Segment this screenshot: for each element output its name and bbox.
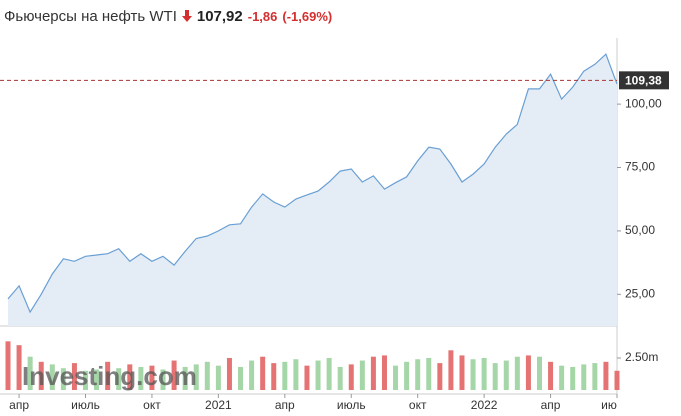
y-tick-label: 50,00 [625, 223, 655, 237]
volume-bar [570, 366, 576, 390]
volume-bar [348, 364, 354, 390]
volume-bar [16, 345, 22, 390]
volume-bar [27, 356, 33, 390]
area [8, 54, 617, 326]
volume-bar [193, 364, 199, 390]
volume-bar [226, 357, 232, 390]
volume-bar [149, 365, 155, 390]
volume-bar [448, 350, 454, 390]
volume-bar [393, 365, 399, 390]
volume-bar [282, 361, 288, 390]
change: -1,86 [247, 8, 278, 24]
volume-bar [315, 360, 321, 390]
x-tick-label: апр [275, 398, 295, 412]
volume-bar [459, 355, 465, 390]
volume-bar [60, 368, 66, 390]
volume-bar [138, 366, 144, 390]
volume-bar [116, 368, 122, 390]
volume-bar [359, 360, 365, 390]
volume-bar [581, 364, 587, 390]
x-tick-label: апр [541, 398, 561, 412]
volume-bar [182, 366, 188, 390]
volume-bar [426, 357, 432, 390]
header: Фьючерсы на нефть WTI 107,92 -1,86 (-1,6… [4, 4, 332, 28]
volume-bar [304, 365, 310, 390]
volume-bar [370, 356, 376, 390]
watermark: Investing.com [22, 361, 197, 391]
x-tick-label: 2022 [471, 398, 498, 412]
volume-bar [381, 355, 387, 390]
volume-bar [127, 364, 133, 390]
title: Фьючерсы на нефть WTI [4, 7, 177, 25]
price-line [7, 53, 618, 314]
x-tick-label: окт [143, 398, 161, 412]
volume-bar [548, 361, 554, 390]
x-tick-label: окт [409, 398, 427, 412]
volume-bar [503, 360, 509, 390]
volume-bar [614, 370, 620, 390]
x-tick-label: июль [71, 398, 100, 412]
volume-bar [404, 361, 410, 390]
y-tick-label: 75,00 [625, 160, 655, 174]
volume-bar [437, 363, 443, 390]
price: 107,92 [196, 7, 243, 25]
volume-bar [481, 357, 487, 390]
volume-bar [171, 360, 177, 390]
volume-tick-label: 2.50m [625, 350, 658, 364]
volume-bar [470, 359, 476, 390]
volume-bar [260, 356, 266, 390]
change-pct: (-1,69%) [282, 8, 333, 24]
x-tick-label: июль [337, 398, 366, 412]
y-tick-label: 100,00 [625, 96, 662, 110]
volume-bar [559, 365, 565, 390]
volume-bar [271, 363, 277, 390]
volume-bar [94, 369, 100, 390]
volume-bar [5, 341, 11, 390]
volume-bar [49, 364, 55, 390]
volume-bar [514, 356, 520, 390]
volume-bar [603, 361, 609, 390]
volume-bar [326, 357, 332, 390]
volume-bar [238, 366, 244, 390]
volume-bar [160, 369, 166, 390]
volume-bar [249, 360, 255, 390]
volume-bar [105, 361, 111, 390]
volume-bar [204, 361, 210, 390]
volume-bar [215, 365, 221, 390]
down-arrow [181, 10, 192, 22]
volume-bar [525, 355, 531, 390]
volume-bar [592, 363, 598, 390]
x-tick-label: ию [601, 398, 617, 412]
x-tick-label: апр [9, 398, 29, 412]
volume-bar [38, 361, 44, 390]
volume-bar [415, 359, 421, 390]
volume-bar [536, 356, 542, 390]
volume-bar [492, 363, 498, 390]
volume-bar [71, 363, 77, 390]
volume-bar [293, 359, 299, 390]
volume-bar [83, 370, 89, 390]
reference-label: 109,38 [625, 74, 662, 88]
reference-box [619, 71, 669, 90]
volume-bar [337, 366, 343, 390]
x-tick-label: 2021 [205, 398, 232, 412]
y-tick-label: 25,00 [625, 286, 655, 300]
